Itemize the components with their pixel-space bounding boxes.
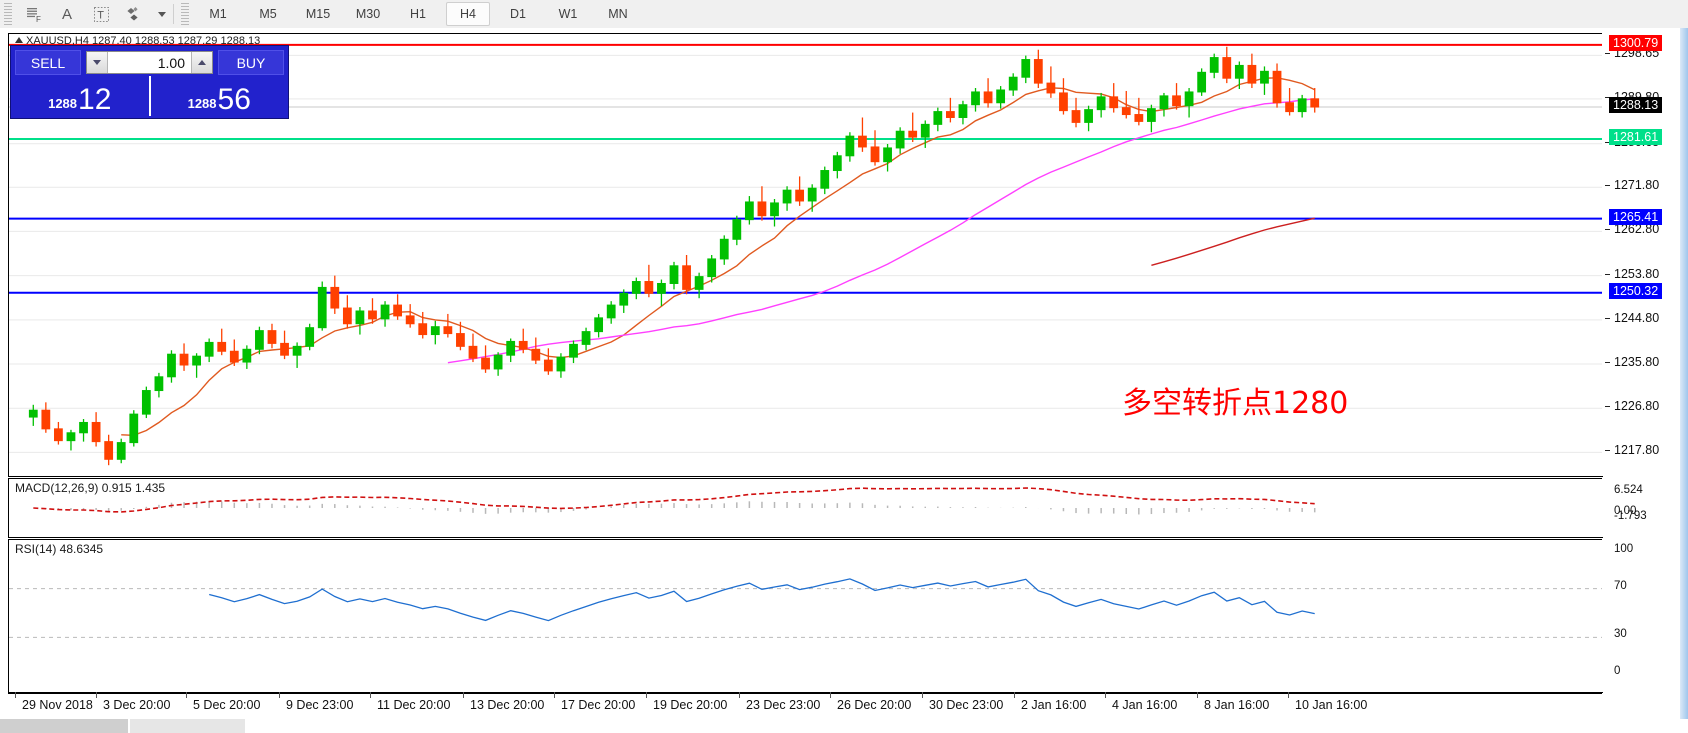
text-label-icon[interactable]: A	[61, 5, 72, 23]
rsi-plot	[9, 578, 1603, 638]
indicator-list-icon[interactable]: F	[16, 1, 50, 27]
timeframe-m5[interactable]: M5	[259, 7, 277, 21]
timeframe-m1[interactable]: M1	[209, 7, 227, 21]
rsi-title: RSI(14) 48.6345	[15, 542, 104, 556]
toolbar-grip[interactable]	[4, 3, 12, 25]
macd-pane[interactable]: MACD(12,26,9) 0.915 1.435	[8, 478, 1603, 538]
time-axis[interactable]: 29 Nov 2018 3 Dec 20:00 5 Dec 20:00 9 Dec 2…	[8, 692, 1602, 718]
buy-price-small: 1288	[187, 96, 217, 111]
collapse-triangle-icon[interactable]	[15, 37, 23, 43]
macd-axis-label: 6.524	[1614, 484, 1643, 496]
rsi-pane[interactable]: RSI(14) 48.6345	[8, 539, 1603, 693]
chart-workspace: XAUUSD,H4 1287.40 1288.53 1287.29 1288.1…	[0, 28, 1688, 733]
time-tick: 5 Dec 20:00	[186, 692, 260, 712]
status-segment-right	[130, 719, 245, 733]
toolbar-separator	[173, 4, 174, 24]
rsi-axis-label: 70	[1614, 579, 1627, 592]
time-tick: 11 Dec 20:00	[370, 692, 450, 712]
sell-price-small: 1288	[48, 96, 78, 111]
macd-title: MACD(12,26,9) 0.915 1.435	[15, 481, 166, 495]
time-tick: 8 Jan 16:00	[1197, 692, 1269, 712]
sell-price-big: 12	[78, 83, 112, 116]
price-tick: 1244.80	[1605, 311, 1659, 325]
level-blue-tag-2[interactable]: 1250.32	[1609, 282, 1663, 299]
vertical-scrollbar[interactable]	[1680, 28, 1688, 719]
status-segment-left	[0, 719, 128, 733]
buy-button[interactable]: BUY	[218, 50, 284, 75]
timeframe-grip[interactable]	[181, 3, 189, 25]
price-axis[interactable]: 1298.651289.801280.651271.801262.801253.…	[1602, 33, 1688, 475]
svg-text:T: T	[97, 9, 104, 21]
price-tick: 1253.80	[1605, 267, 1659, 281]
time-tick: 23 Dec 23:00	[739, 692, 820, 712]
price-tick: 1226.80	[1605, 399, 1659, 413]
price-plot	[9, 43, 1603, 466]
timeframe-m30[interactable]: M30	[355, 7, 381, 21]
timeframe-group: M1 M5 M15 M30 H1 H4 D1 W1 MN	[193, 2, 643, 26]
time-tick: 10 Jan 16:00	[1288, 692, 1367, 712]
time-tick: 26 Dec 20:00	[830, 692, 911, 712]
top-toolbar: F A T M1 M5 M15 M30 H1 H4 D1 W1 MN	[0, 0, 1688, 29]
time-tick: 17 Dec 20:00	[554, 692, 635, 712]
timeframe-m15[interactable]: M15	[305, 7, 331, 21]
buy-price[interactable]: 1288 56	[151, 76, 289, 116]
timeframe-d1[interactable]: D1	[510, 7, 526, 21]
volume-decrease-icon[interactable]	[87, 52, 108, 73]
buy-price-big: 56	[217, 83, 251, 116]
symbol-header-text: XAUUSD,H4 1287.40 1288.53 1287.29 1288.1…	[26, 35, 261, 47]
rsi-axis: 100 70 30 0	[1602, 539, 1688, 691]
macd-axis: 6.524 0.00 -1.793	[1602, 478, 1688, 536]
text-object-icon[interactable]: T	[84, 1, 118, 27]
macd-axis-label: -1.793	[1614, 510, 1647, 522]
timeframe-w1[interactable]: W1	[558, 7, 578, 21]
sell-price[interactable]: 1288 12	[11, 76, 151, 116]
time-tick: 4 Jan 16:00	[1105, 692, 1177, 712]
one-click-trading-panel[interactable]: SELL 1.00 BUY 1288 12 1288 56	[10, 45, 289, 119]
chart-annotation-text: 多空转折点1280	[1122, 386, 1349, 421]
resistance-tag[interactable]: 1300.79	[1609, 34, 1663, 51]
time-tick: 29 Nov 2018	[15, 692, 93, 712]
time-tick: 13 Dec 20:00	[463, 692, 544, 712]
rsi-axis-label: 30	[1614, 628, 1627, 641]
volume-input[interactable]: 1.00	[86, 51, 213, 74]
time-tick: 9 Dec 23:00	[279, 692, 353, 712]
timeframe-mn[interactable]: MN	[608, 7, 628, 21]
symbol-header: XAUUSD,H4 1287.40 1288.53 1287.29 1288.1…	[15, 35, 260, 47]
macd-plot	[33, 487, 1316, 515]
price-tick: 1271.80	[1605, 178, 1659, 192]
price-tick: 1217.80	[1605, 443, 1659, 457]
svg-text:F: F	[36, 15, 41, 24]
price-tick: 1235.80	[1605, 355, 1659, 369]
timeframe-h1[interactable]: H1	[410, 7, 426, 21]
sell-button[interactable]: SELL	[15, 50, 81, 75]
current-price-tag[interactable]: 1288.13	[1609, 97, 1663, 114]
timeframe-h4[interactable]: H4	[446, 2, 490, 26]
macd-axis-label: 0.00	[1614, 505, 1637, 517]
level-blue-tag-1[interactable]: 1265.41	[1609, 208, 1663, 225]
support-green-tag[interactable]: 1281.61	[1609, 129, 1663, 146]
price-tick: 1262.80	[1605, 222, 1659, 236]
time-tick: 3 Dec 20:00	[96, 692, 170, 712]
templates-dropdown-icon[interactable]	[152, 1, 170, 27]
rsi-axis-label: 0	[1614, 665, 1621, 677]
status-bar	[0, 719, 1688, 733]
templates-icon[interactable]	[118, 1, 152, 27]
time-tick: 30 Dec 23:00	[922, 692, 1003, 712]
rsi-axis-label: 100	[1614, 543, 1634, 555]
time-tick: 2 Jan 16:00	[1014, 692, 1086, 712]
volume-value[interactable]: 1.00	[157, 54, 185, 71]
time-tick: 19 Dec 20:00	[646, 692, 727, 712]
volume-increase-icon[interactable]	[191, 52, 212, 73]
